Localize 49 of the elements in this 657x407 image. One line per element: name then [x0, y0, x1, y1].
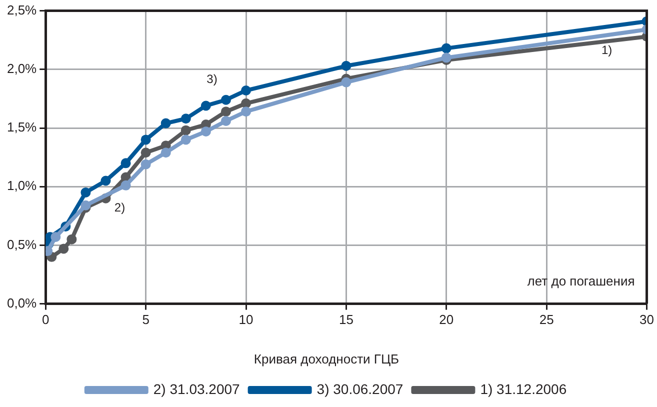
- x-tick-label: 0: [42, 312, 50, 328]
- legend-label: 1) 31.12.2006: [480, 380, 567, 397]
- legend-title: Кривая доходности ГЦБ: [254, 351, 400, 366]
- point: [140, 159, 151, 170]
- point: [200, 126, 211, 137]
- annotation: 2): [114, 200, 126, 215]
- x-tick-label: 20: [439, 312, 454, 328]
- point: [100, 176, 111, 186]
- x-tick-label: 15: [338, 312, 354, 328]
- point: [140, 148, 151, 158]
- point: [50, 232, 61, 242]
- annotation: 3): [206, 72, 218, 86]
- point: [58, 244, 69, 254]
- point: [120, 158, 131, 168]
- y-tick-label: 2,0%: [6, 60, 38, 76]
- point: [80, 187, 91, 198]
- legend-label: 3) 30.06.2007: [316, 380, 404, 397]
- y-tick-label: 0,5%: [6, 236, 38, 252]
- point: [341, 77, 352, 88]
- legend-label: 2) 31.03.2007: [153, 380, 240, 397]
- point: [241, 106, 252, 117]
- point: [180, 125, 191, 136]
- y-tick-label: 0,0%: [6, 295, 38, 310]
- annotation: 1): [601, 42, 612, 57]
- point: [200, 100, 211, 111]
- point: [180, 134, 191, 145]
- point: [241, 98, 252, 108]
- point: [160, 148, 171, 158]
- point: [220, 116, 231, 126]
- x-tick-label: 10: [238, 312, 254, 328]
- point: [140, 134, 151, 145]
- point: [441, 43, 452, 54]
- x-tick-label: 5: [142, 312, 150, 328]
- point: [220, 106, 231, 117]
- point: [441, 52, 452, 63]
- point: [220, 94, 231, 105]
- point: [241, 85, 252, 96]
- y-tick-label: 2,5%: [6, 2, 38, 18]
- point: [160, 118, 171, 128]
- point: [341, 60, 352, 71]
- y-tick-label: 1,5%: [6, 120, 38, 135]
- point: [120, 180, 131, 190]
- y-tick-label: 1,0%: [6, 178, 38, 194]
- x-axis-title: лет до погашения: [527, 273, 635, 288]
- x-tick-label: 30: [640, 312, 654, 328]
- point: [80, 200, 91, 210]
- point: [180, 114, 191, 124]
- point: [66, 234, 77, 244]
- x-tick-label: 25: [539, 312, 554, 328]
